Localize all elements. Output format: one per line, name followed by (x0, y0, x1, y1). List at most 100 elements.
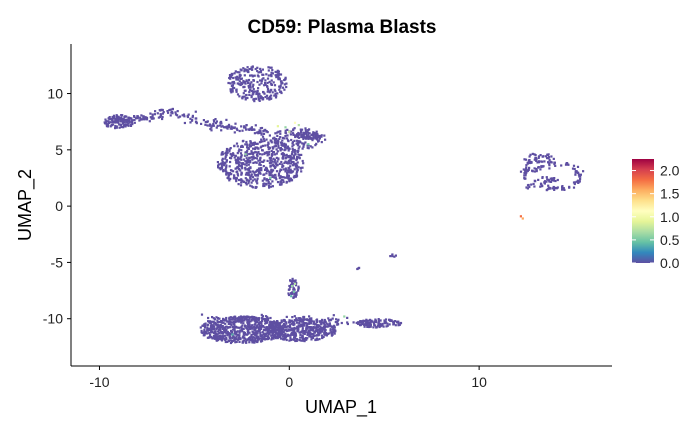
cell-point (528, 185, 531, 189)
cell-point (295, 139, 299, 142)
cell-point (212, 320, 215, 323)
cell-point (259, 95, 262, 98)
cell-point (218, 317, 221, 320)
cell-point (286, 325, 289, 328)
cell-point (301, 324, 304, 327)
cell-point (252, 316, 255, 319)
cell-point (212, 124, 215, 127)
cell-point (204, 330, 207, 333)
cell-point (259, 67, 262, 70)
cell-point (160, 108, 163, 111)
cell-point (262, 165, 265, 168)
cell-point (216, 319, 219, 322)
cell-point (529, 153, 532, 156)
cell-point (371, 320, 374, 323)
cell-point (249, 166, 252, 170)
cell-point (271, 160, 274, 163)
cell-point (218, 324, 221, 327)
cell-point (274, 176, 277, 179)
cell-point (278, 137, 281, 140)
cell-point (270, 168, 273, 171)
cell-point (240, 325, 243, 328)
cell-point (265, 319, 269, 323)
cell-point (298, 140, 301, 143)
cell-point (303, 332, 306, 335)
cell-point (284, 131, 287, 134)
cell-point (574, 173, 577, 176)
cell-point (251, 66, 254, 69)
cell-point (292, 133, 295, 136)
cell-point (302, 321, 305, 324)
cell-point (296, 150, 299, 153)
cell-point (248, 68, 251, 71)
cell-point (268, 186, 271, 189)
cell-point (219, 168, 222, 171)
cell-point (233, 82, 236, 85)
expressing-cell-point (293, 121, 297, 124)
cell-point (369, 325, 372, 328)
cell-point (272, 337, 275, 340)
cell-point (274, 90, 277, 93)
cell-point (270, 74, 273, 77)
cell-point (295, 321, 298, 324)
cell-point (307, 330, 310, 333)
cell-point (203, 324, 207, 327)
cell-point (217, 330, 220, 333)
cell-point (253, 336, 256, 339)
cell-point (278, 88, 281, 91)
cell-point (236, 320, 239, 323)
cell-point (210, 320, 214, 323)
cell-point (545, 176, 548, 179)
cell-point (297, 317, 300, 320)
cell-point (248, 145, 251, 148)
cell-point (212, 317, 215, 320)
cell-point (230, 324, 233, 327)
expressing-cell-point (292, 290, 296, 293)
cell-point (295, 157, 298, 161)
cell-point (240, 181, 243, 184)
cell-point (302, 131, 305, 134)
cell-point (283, 88, 286, 91)
cell-point (251, 176, 255, 179)
cell-point (232, 80, 235, 84)
cell-point (208, 320, 211, 323)
cell-point (251, 341, 254, 344)
cell-point (228, 334, 231, 337)
cell-point (195, 122, 198, 125)
cell-point (283, 142, 286, 145)
cell-point (378, 322, 382, 325)
cell-point (291, 329, 294, 332)
cell-point (259, 127, 262, 130)
cell-point (168, 109, 171, 112)
cell-point (253, 341, 256, 344)
cell-point (399, 321, 402, 325)
cell-point (548, 164, 551, 167)
cell-point (254, 146, 257, 149)
cell-point (539, 185, 542, 188)
cell-point (554, 179, 557, 183)
cell-point (220, 320, 223, 324)
cell-point (247, 319, 250, 322)
cell-point (250, 316, 253, 319)
cell-point (290, 156, 293, 159)
cell-point (244, 338, 247, 341)
cell-point (219, 162, 223, 165)
cell-point (374, 324, 377, 327)
cell-point (269, 320, 272, 323)
cell-point (135, 117, 138, 120)
cell-point (289, 177, 293, 180)
cell-point (131, 119, 134, 122)
cell-point (207, 336, 210, 339)
cell-point (235, 337, 238, 341)
cell-point (284, 160, 287, 163)
cell-point (540, 184, 544, 187)
cell-point (525, 164, 528, 167)
cell-point (296, 156, 299, 159)
cell-point (289, 320, 292, 323)
cell-point (236, 156, 240, 159)
cell-point (270, 154, 273, 157)
cell-point (248, 89, 252, 92)
cell-point (224, 322, 227, 325)
